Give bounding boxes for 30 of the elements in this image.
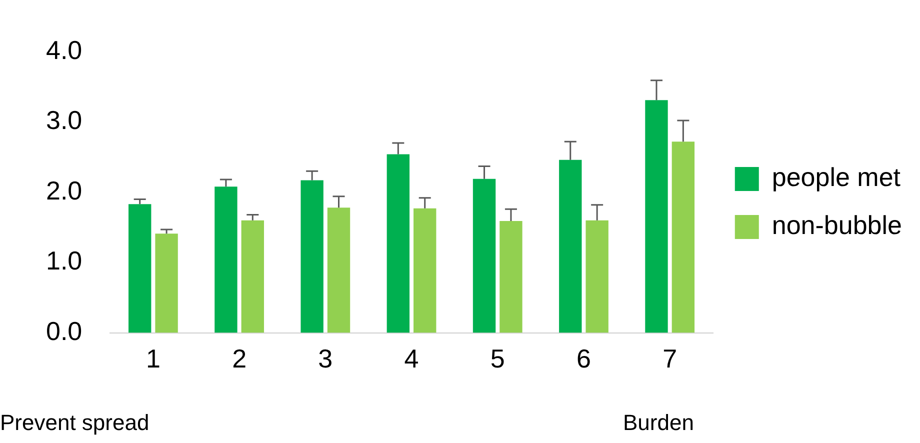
bar xyxy=(414,208,436,333)
bar xyxy=(645,100,668,333)
bar xyxy=(241,220,264,333)
bar xyxy=(155,234,178,333)
bar xyxy=(214,186,238,333)
bar xyxy=(472,178,496,333)
y-tick-label: 0.0 xyxy=(46,316,82,346)
text: Burden xyxy=(623,410,694,436)
x-tick-label: 3 xyxy=(318,344,333,374)
bar xyxy=(128,204,152,333)
x-tick-label: 1 xyxy=(146,344,160,374)
y-tick-label: 3.0 xyxy=(46,105,82,136)
y-tick-label: 2.0 xyxy=(46,175,82,206)
x-tick-label: 6 xyxy=(576,344,591,374)
bar xyxy=(327,208,350,333)
x-tick-label: 2 xyxy=(232,344,247,374)
bar xyxy=(500,221,522,333)
bar xyxy=(386,154,410,333)
bar xyxy=(672,142,695,333)
x-tick-label: 5 xyxy=(490,344,505,374)
legend-label: people met xyxy=(772,162,902,192)
y-tick-label: 4.0 xyxy=(46,34,82,65)
bar xyxy=(300,180,324,333)
text: Prevent spread xyxy=(0,410,150,436)
bar xyxy=(559,160,582,333)
y-tick-label: 1.0 xyxy=(46,246,82,276)
bar xyxy=(586,220,608,333)
x-tick-label: 4 xyxy=(404,344,419,374)
x-tick-label: 7 xyxy=(662,344,678,374)
legend-label: non-bubble xyxy=(772,210,902,240)
